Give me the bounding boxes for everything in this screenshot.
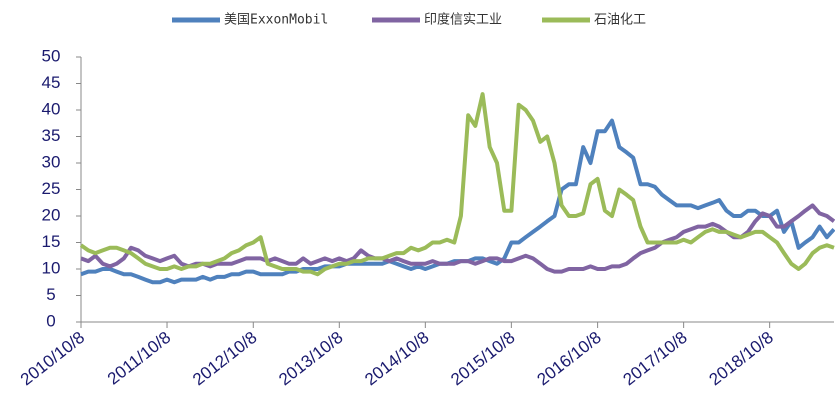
y-tick-label: 40 (42, 99, 61, 118)
y-tick-label: 35 (42, 126, 61, 145)
x-tick-label: 2010/10/8 (17, 328, 88, 390)
legend-label: 印度信实工业 (424, 12, 502, 28)
x-tick-label: 2015/10/8 (447, 328, 518, 390)
series-line (80, 203, 835, 274)
legend-label: 石油化工 (594, 13, 646, 28)
x-tick-label: 2013/10/8 (275, 328, 346, 390)
y-tick-label: 20 (42, 205, 61, 224)
y-tick-label: 15 (42, 232, 61, 251)
x-tick-label: 2017/10/8 (620, 328, 691, 390)
y-tick-label: 50 (42, 46, 61, 65)
x-tick-label: 2011/10/8 (104, 328, 174, 389)
x-tick-label: 2012/10/8 (189, 328, 260, 390)
series-line (80, 118, 835, 285)
legend-label: 美国ExxonMobil (224, 13, 328, 28)
x-tick-label: 2016/10/8 (534, 328, 605, 390)
x-tick-label: 2018/10/8 (706, 328, 777, 390)
y-tick-label: 25 (42, 179, 61, 198)
y-tick-label: 30 (42, 152, 61, 171)
y-tick-label: 0 (46, 311, 55, 330)
y-tick-label: 10 (42, 258, 61, 277)
x-tick-label: 2014/10/8 (361, 328, 432, 390)
y-tick-label: 45 (42, 73, 61, 92)
y-tick-label: 5 (46, 285, 55, 304)
series-line (79, 92, 835, 277)
